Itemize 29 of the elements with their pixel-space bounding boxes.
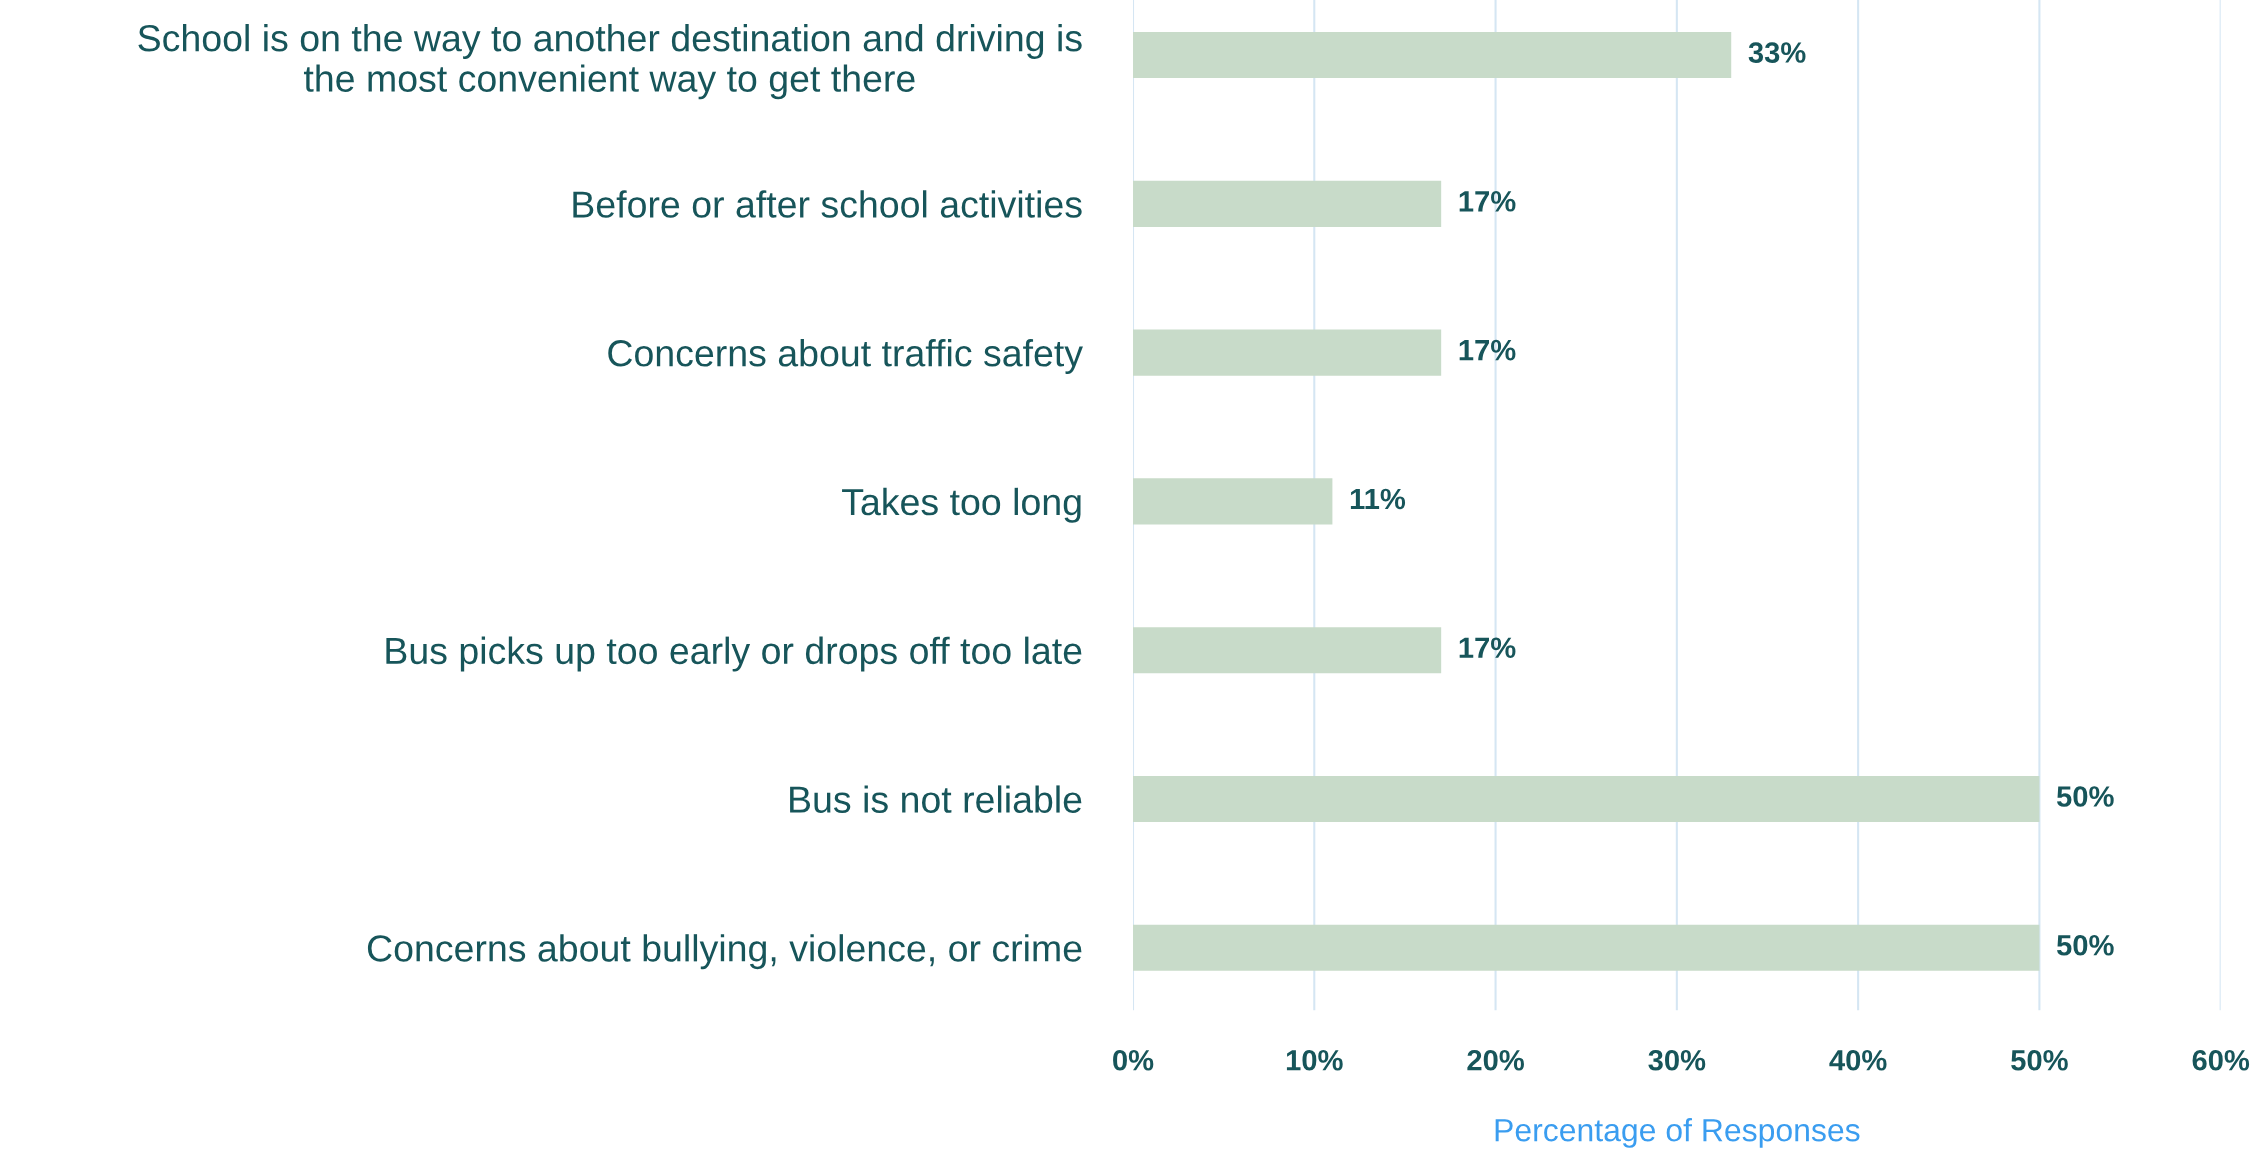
- y-tick-label: Concerns about bullying, violence, or crime: [367, 934, 1082, 970]
- data-label: 17%: [1459, 191, 1516, 212]
- x-tick-label: 60%: [2192, 1049, 2250, 1071]
- x-tick-label: 50%: [2011, 1049, 2068, 1071]
- bar: [1133, 775, 2040, 823]
- bar: [1133, 31, 1732, 79]
- y-tick-label: Before or after school activities: [573, 190, 1082, 218]
- x-tick-label: 20%: [1467, 1049, 1524, 1071]
- data-label: 17%: [1459, 637, 1516, 658]
- data-label: 17%: [1459, 339, 1516, 361]
- y-tick-label: Bus picks up too early or drops off too late: [386, 636, 1082, 672]
- y-tick-label: Takes too long: [842, 487, 1081, 523]
- x-tick-label: 30%: [1648, 1049, 1706, 1071]
- bar: [1133, 627, 1442, 674]
- data-label: 33%: [1748, 42, 1806, 63]
- y-tick-label: Concerns about traffic safety: [608, 339, 1083, 374]
- y-tick-label: School is on the way to another destination and driving is the most convenient way to get there: [138, 23, 1082, 100]
- x-axis-title: Percentage of Responses: [1495, 1118, 1860, 1148]
- bar: [1133, 478, 1333, 525]
- data-label: 50%: [2056, 934, 2114, 956]
- data-label: 50%: [2056, 786, 2114, 807]
- bar: [1133, 180, 1442, 227]
- y-tick-label: Bus is not reliable: [790, 785, 1082, 813]
- x-tick-label: 0%: [1113, 1049, 1154, 1071]
- bar: [1133, 329, 1442, 376]
- x-tick-label: 40%: [1829, 1049, 1887, 1071]
- bar: [1133, 924, 2040, 971]
- data-label: 11%: [1350, 488, 1406, 510]
- x-tick-label: 10%: [1286, 1049, 1343, 1071]
